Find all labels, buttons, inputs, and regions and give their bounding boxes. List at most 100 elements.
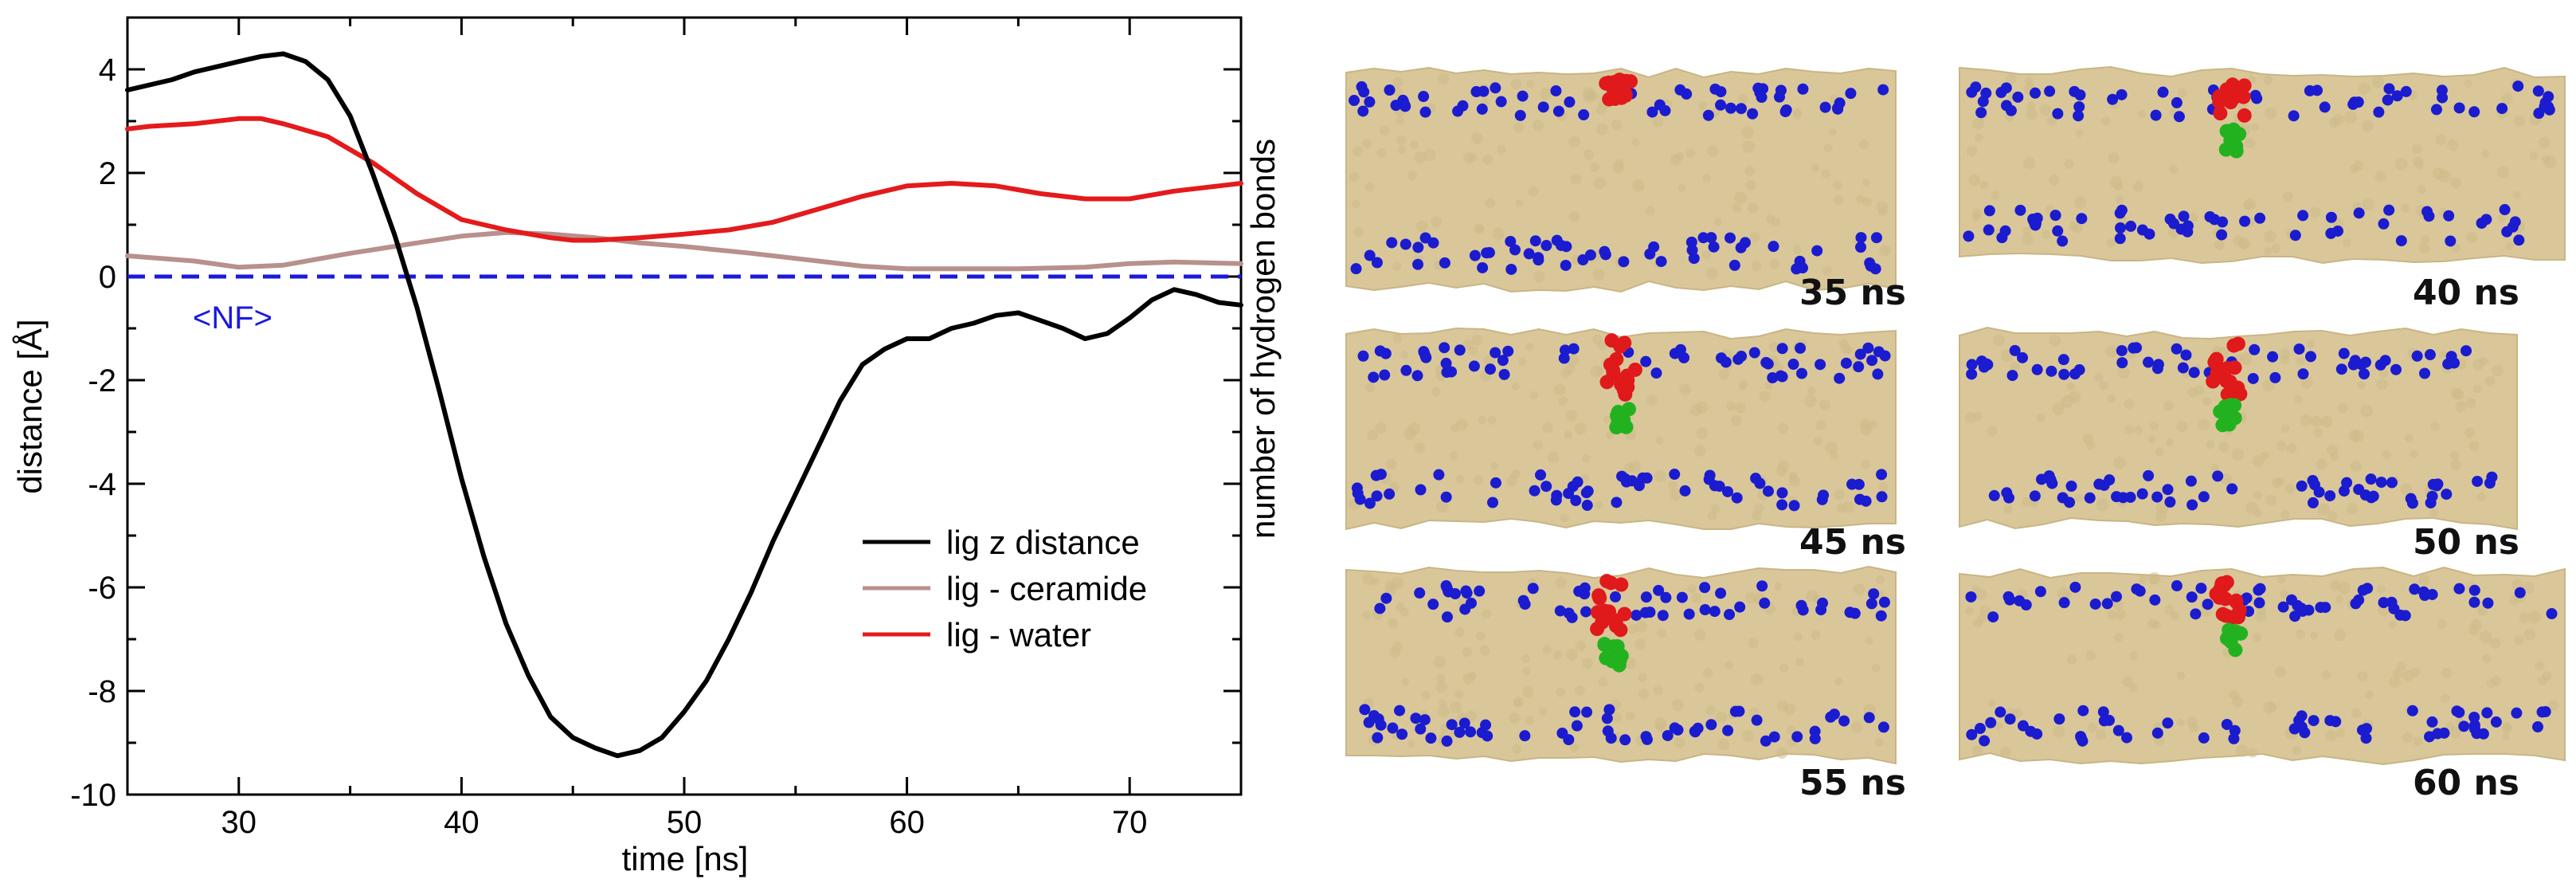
lipid-atom xyxy=(2501,723,2512,734)
headgroup-bead xyxy=(1465,597,1477,609)
ligand-head-atom xyxy=(2226,338,2241,353)
headgroup-bead xyxy=(2296,721,2308,733)
headgroup-bead xyxy=(1767,372,1779,384)
headgroup-bead xyxy=(1419,714,1431,726)
headgroup-bead xyxy=(2089,598,2101,610)
ligand-head-atom xyxy=(2218,608,2233,623)
headgroup-bead xyxy=(2539,100,2551,112)
lipid-atom xyxy=(1675,151,1685,161)
headgroup-bead xyxy=(2399,610,2411,622)
lipid-atom xyxy=(1694,444,1707,457)
headgroup-bead xyxy=(2417,586,2429,598)
headgroup-bead xyxy=(1966,728,1978,740)
headgroup-bead xyxy=(1465,726,1477,738)
lipid-atom xyxy=(1438,699,1447,709)
lipid-atom xyxy=(1522,667,1531,676)
headgroup-bead xyxy=(1641,472,1653,484)
headgroup-bead xyxy=(1418,91,1430,103)
headgroup-bead xyxy=(1692,722,1704,734)
x-tick-label: 50 xyxy=(667,805,703,840)
headgroup-bead xyxy=(2112,724,2124,736)
lipid-atom xyxy=(1732,203,1742,213)
headgroup-bead xyxy=(1375,719,1387,731)
headgroup-bead xyxy=(2111,491,2123,503)
lipid-atom xyxy=(2245,137,2256,148)
headgroup-bead xyxy=(1760,735,1771,747)
lipid-atom xyxy=(2547,700,2559,711)
headgroup-bead xyxy=(1490,82,1501,94)
headgroup-bead xyxy=(1988,489,2000,501)
lipid-atom xyxy=(1691,593,1702,604)
lipid-atom xyxy=(1393,87,1403,96)
lipid-atom xyxy=(1583,149,1595,160)
headgroup-bead xyxy=(2057,354,2069,366)
headgroup-bead xyxy=(2423,210,2435,222)
lipid-atom xyxy=(2124,425,2135,434)
ligand-head-atom xyxy=(1613,622,1628,638)
headgroup-bead xyxy=(1866,355,1878,367)
lipid-atom xyxy=(2099,380,2108,391)
lipid-atom xyxy=(1638,689,1650,700)
headgroup-bead xyxy=(1476,103,1488,115)
lipid-atom xyxy=(1414,442,1426,453)
headgroup-bead xyxy=(1394,705,1406,716)
lipid-atom xyxy=(2022,226,2032,236)
headgroup-bead xyxy=(1495,96,1507,108)
lipid-atom xyxy=(1469,153,1478,162)
ligand-tail-atom xyxy=(1597,637,1612,652)
lipid-atom xyxy=(1485,198,1496,209)
lipid-atom xyxy=(1768,342,1779,353)
ligand-tail-atom xyxy=(2222,125,2237,140)
headgroup-bead xyxy=(1722,724,1734,736)
headgroup-bead xyxy=(1966,368,1978,380)
lipid-atom xyxy=(1702,668,1713,678)
lipid-atom xyxy=(2252,632,2262,642)
headgroup-bead xyxy=(1966,359,1978,371)
headgroup-bead xyxy=(2254,583,2266,595)
ligand-head-atom xyxy=(1609,351,1624,367)
headgroup-bead xyxy=(2052,108,2064,120)
headgroup-bead xyxy=(1477,261,1489,273)
headgroup-bead xyxy=(1865,598,1877,610)
lipid-atom xyxy=(1462,646,1473,658)
lipid-atom xyxy=(1874,738,1884,748)
headgroup-bead xyxy=(1735,103,1747,115)
lipid-atom xyxy=(1526,79,1535,88)
headgroup-bead xyxy=(1350,263,1362,275)
lipid-atom xyxy=(1595,104,1607,116)
lipid-atom xyxy=(1979,180,1989,190)
headgroup-bead xyxy=(1558,352,1570,364)
x-axis: 30 40 50 60 70 xyxy=(126,18,1243,840)
y-tick-label: 2 xyxy=(99,156,116,191)
headgroup-bead xyxy=(1776,499,1788,511)
ligand-head-atom xyxy=(2214,577,2230,592)
headgroup-bead xyxy=(1875,610,1887,622)
headgroup-bead xyxy=(1490,347,1501,359)
lipid-atom xyxy=(1594,500,1603,509)
lipid-atom xyxy=(2165,438,2174,447)
headgroup-bead xyxy=(1364,96,1376,108)
headgroup-bead xyxy=(1357,350,1369,362)
x-tick-label: 40 xyxy=(444,805,480,840)
headgroup-bead xyxy=(2198,491,2210,503)
lipid-atom xyxy=(2202,396,2212,406)
headgroup-bead xyxy=(1725,232,1736,244)
ligand-tail-atom xyxy=(1610,639,1625,654)
headgroup-bead xyxy=(2481,707,2493,719)
lipid-atom xyxy=(1423,148,1436,162)
lipid-atom xyxy=(2325,729,2337,742)
lipid-atom xyxy=(1655,436,1664,445)
lipid-atom xyxy=(2496,166,2509,179)
headgroup-bead xyxy=(1756,580,1768,592)
headgroup-bead xyxy=(1571,720,1583,732)
headgroup-bead xyxy=(2335,363,2347,375)
headgroup-bead xyxy=(1537,101,1549,113)
lipid-atom xyxy=(1525,716,1534,725)
headgroup-bead xyxy=(1779,106,1791,118)
lipid-atom xyxy=(2231,448,2245,461)
headgroup-bead xyxy=(1554,605,1566,617)
headgroup-bead xyxy=(1854,348,1866,360)
lipid-atom xyxy=(1832,180,1843,190)
lipid-atom xyxy=(2105,345,2117,358)
lipid-atom xyxy=(1862,179,1870,187)
